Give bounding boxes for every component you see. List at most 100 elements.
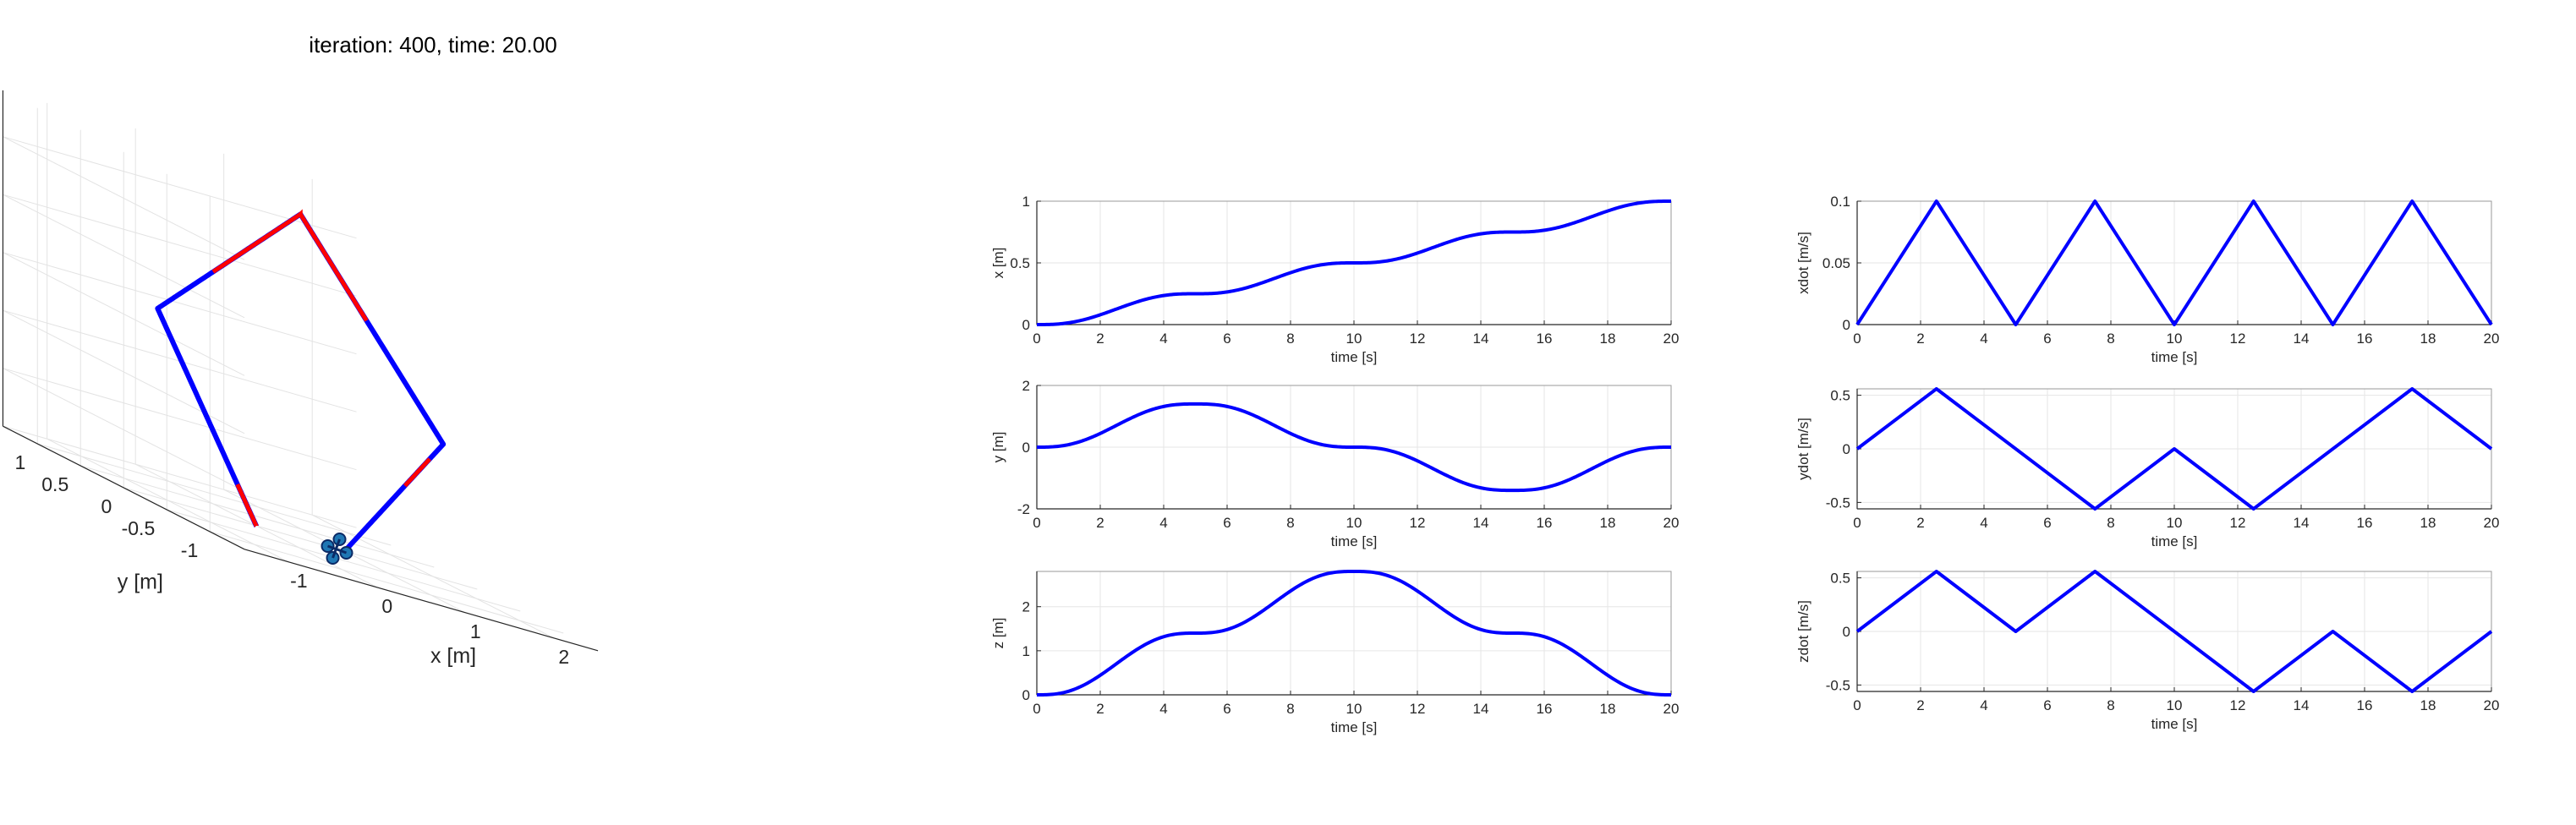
x-tick-label: 18	[2420, 331, 2436, 347]
y-tick-label: -0.5	[122, 517, 156, 539]
x-tick-label: 14	[2294, 697, 2310, 713]
x-tick-label: 8	[1286, 331, 1294, 347]
x-tick-label: 16	[1537, 701, 1553, 717]
quadrotor-arm	[332, 538, 341, 559]
x-tick-label: 12	[1410, 515, 1426, 531]
grid-line-wall	[3, 194, 357, 297]
x-tick-label: 16	[1537, 331, 1553, 347]
quadrotor-icon	[321, 533, 354, 565]
planned-trajectory-segment	[235, 483, 259, 527]
x-tick-label: 2	[1096, 701, 1104, 717]
x-tick-label: 16	[2357, 331, 2373, 347]
planned-trajectory-segment	[211, 209, 369, 322]
x-tick-label: 20	[1663, 331, 1680, 347]
plot-title: iteration: 400, time: 20.00	[309, 32, 556, 57]
y-axis-line	[3, 425, 245, 550]
x-tick-label: 6	[2043, 697, 2051, 713]
x-tick-label: 12	[2230, 515, 2246, 531]
x-tick-label: 8	[2107, 697, 2114, 713]
x-tick-label: 10	[1346, 701, 1362, 717]
y-tick-label: 0.05	[1822, 255, 1850, 271]
grid-line-wall	[3, 425, 357, 528]
x-tick-label: 4	[1159, 515, 1167, 531]
x-tick-label: 10	[1346, 331, 1362, 347]
x-tick-label: 4	[1980, 331, 1987, 347]
y-tick-label: 0.5	[41, 473, 69, 495]
x-tick-label: 6	[1223, 331, 1230, 347]
x-tick-label: 16	[1537, 515, 1553, 531]
x-tick-label: 6	[1223, 515, 1230, 531]
y-tick-label: -1	[181, 539, 198, 561]
x-tick-label: 4	[1159, 701, 1167, 717]
grid-line-wall	[3, 194, 245, 319]
x-tick-label: 2	[1916, 331, 1924, 347]
x-tick-label: -1	[290, 570, 307, 592]
x-tick-label: 0	[381, 595, 392, 617]
x-tick-label: 2	[1916, 697, 1924, 713]
x-tick-label: 4	[1980, 515, 1987, 531]
x-tick-label: 10	[2167, 697, 2183, 713]
x-tick-label: 4	[1159, 331, 1167, 347]
y-axis-label: y [m]	[118, 571, 163, 594]
x-tick-label: 0	[1853, 331, 1861, 347]
series-line-z	[1036, 570, 1672, 697]
series-line-xdot	[1855, 199, 2493, 326]
y-tick-label: 2	[1022, 599, 1030, 615]
grid-line-floor	[80, 465, 435, 568]
x-tick-label: 8	[1286, 515, 1294, 531]
grid-line-floor	[210, 531, 564, 634]
x-tick-label: 18	[1600, 515, 1616, 531]
x-tick-label: 10	[2167, 515, 2183, 531]
y-tick-label: 0	[1022, 440, 1030, 456]
y-tick-label: 0.1	[1830, 194, 1850, 210]
x-tick-label: 12	[1410, 701, 1426, 717]
y-tick-label: -2	[1017, 501, 1030, 517]
y-tick-label: 1	[14, 451, 25, 473]
x-tick-label: 20	[1663, 515, 1680, 531]
x-tick-label: 20	[2484, 331, 2500, 347]
y-tick-label: 2	[1022, 378, 1030, 394]
x-tick-label: 12	[1410, 331, 1426, 347]
x-tick-label: 8	[1286, 701, 1294, 717]
x-tick-label: 20	[1663, 701, 1680, 717]
x-tick-label: 16	[2357, 697, 2373, 713]
x-tick-label: 0	[1853, 515, 1861, 531]
x-tick-label: 14	[2294, 331, 2310, 347]
x-tick-label: 2	[1916, 515, 1924, 531]
x-tick-label: 18	[2420, 697, 2436, 713]
x-axis-label: time [s]	[2151, 716, 2198, 732]
y-tick-label: 0.5	[1830, 571, 1850, 587]
x-tick-label: 0	[1853, 697, 1861, 713]
x-tick-label: 0	[1033, 515, 1040, 531]
x-tick-label: 4	[1980, 697, 1987, 713]
y-tick-label: 1	[1022, 194, 1030, 210]
x-axis-label: x [m]	[430, 644, 476, 668]
x-tick-label: 0	[1033, 331, 1040, 347]
x-tick-label: 20	[2484, 515, 2500, 531]
x-tick-label: 20	[2484, 697, 2500, 713]
subplot-xdot: 0 2 4 6 8 10 12 14 16 18 20 0 0.05 0.1 time [s] xdot [m…	[1795, 194, 2499, 365]
x-tick-label: 14	[2294, 515, 2310, 531]
x-tick-label: 12	[2230, 697, 2246, 713]
x-axis-label: time [s]	[1331, 533, 1378, 549]
y-tick-label: -0.5	[1826, 494, 1850, 511]
x-tick-label: 6	[2043, 331, 2051, 347]
x-tick-label: 14	[1473, 331, 1489, 347]
grid-line-wall	[3, 252, 245, 376]
y-tick-label: 1	[1022, 643, 1030, 659]
y-tick-label: 0.5	[1830, 388, 1850, 404]
y-axis-label: zdot [m/s]	[1795, 600, 1811, 663]
x-tick-label: 18	[1600, 331, 1616, 347]
x-axis-label: time [s]	[1331, 719, 1378, 735]
subplot-x: 0 2 4 6 8 10 12 14 16 18 20 0 0.5 1 time [s] x [m]	[990, 194, 1679, 365]
y-tick-label: -0.5	[1826, 677, 1850, 693]
x-tick-label: 10	[2167, 331, 2183, 347]
x-tick-label: 0	[1033, 701, 1040, 717]
y-axis-label: y [m]	[990, 432, 1006, 463]
